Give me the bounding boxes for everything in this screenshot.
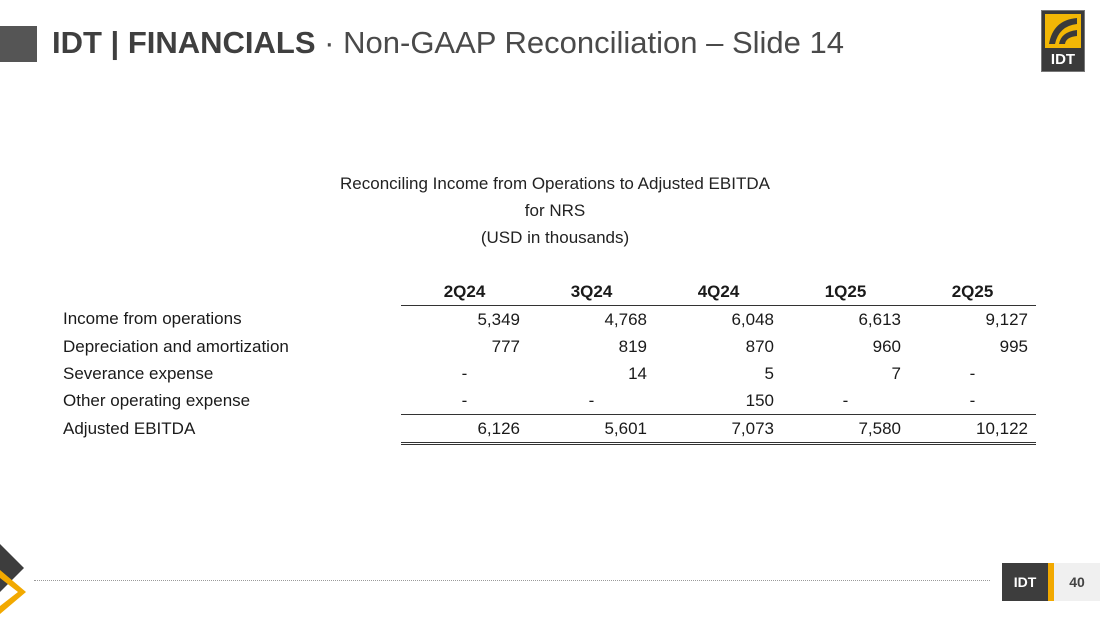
table-cell: 7,073 bbox=[655, 414, 782, 445]
chevron-decoration-icon bbox=[0, 544, 26, 614]
table-cell: 5,601 bbox=[528, 414, 655, 445]
row-label: Depreciation and amortization bbox=[63, 336, 289, 356]
title-section: IDT | FINANCIALS bbox=[52, 25, 316, 60]
table-cell: - bbox=[969, 390, 976, 410]
page-number: 40 bbox=[1054, 563, 1100, 601]
table-cell: - bbox=[588, 390, 595, 410]
column-header: 2Q25 bbox=[909, 278, 1036, 306]
table-subtitle: for NRS bbox=[524, 201, 586, 220]
row-label: Severance expense bbox=[63, 363, 214, 383]
title-accent-bar bbox=[0, 26, 37, 62]
table-cell: 9,127 bbox=[985, 309, 1028, 329]
row-label: Income from operations bbox=[63, 309, 242, 329]
table-cell: 7 bbox=[891, 363, 901, 383]
idt-logo-icon bbox=[1045, 14, 1081, 48]
table-cell: 5 bbox=[764, 363, 774, 383]
table-cell: - bbox=[461, 363, 468, 383]
table-row: Severance expense - 14 5 7 - bbox=[60, 360, 1036, 387]
table-cell: 10,122 bbox=[909, 414, 1036, 445]
footer-accent-bar bbox=[1048, 563, 1054, 601]
footer-brand: IDT bbox=[1002, 563, 1048, 601]
table-cell: 14 bbox=[628, 363, 647, 383]
title-subject: Non-GAAP Reconciliation – Slide 14 bbox=[343, 25, 844, 60]
table-title: Reconciling Income from Operations to Ad… bbox=[340, 174, 770, 193]
row-label: Adjusted EBITDA bbox=[63, 419, 196, 438]
table-cell: - bbox=[969, 363, 976, 383]
table-header-row: 2Q24 3Q24 4Q24 1Q25 2Q25 bbox=[60, 278, 1036, 306]
column-header: 3Q24 bbox=[528, 278, 655, 306]
column-header: 2Q24 bbox=[401, 278, 528, 306]
column-header: 1Q25 bbox=[782, 278, 909, 306]
table-cell: - bbox=[461, 390, 468, 410]
table-row: Income from operations 5,349 4,768 6,048… bbox=[60, 306, 1036, 334]
column-header: 4Q24 bbox=[655, 278, 782, 306]
idt-logo: IDT bbox=[1041, 10, 1085, 72]
table-cell: 4,768 bbox=[604, 309, 647, 329]
table-cell: 777 bbox=[491, 336, 520, 356]
logo-wordmark: IDT bbox=[1050, 51, 1076, 68]
table-units: (USD in thousands) bbox=[480, 228, 630, 247]
reconciliation-table: 2Q24 3Q24 4Q24 1Q25 2Q25 Income from ope… bbox=[60, 278, 1036, 445]
footer-divider bbox=[34, 580, 990, 581]
table-cell: 960 bbox=[872, 336, 901, 356]
table-row: Other operating expense - - 150 - - bbox=[60, 387, 1036, 415]
table-cell: 6,048 bbox=[731, 309, 774, 329]
table-cell: 6,126 bbox=[401, 414, 528, 445]
table-cell: - bbox=[842, 390, 849, 410]
row-label: Other operating expense bbox=[63, 390, 251, 410]
table-cell: 995 bbox=[999, 336, 1028, 356]
table-row: Depreciation and amortization 777 819 87… bbox=[60, 333, 1036, 360]
table-cell: 6,613 bbox=[858, 309, 901, 329]
table-cell: 7,580 bbox=[782, 414, 909, 445]
table-cell: 819 bbox=[618, 336, 647, 356]
title-separator: · bbox=[324, 25, 335, 60]
table-cell: 5,349 bbox=[477, 309, 520, 329]
table-cell: 150 bbox=[745, 390, 774, 410]
table-cell: 870 bbox=[745, 336, 774, 356]
table-total-row: Adjusted EBITDA 6,126 5,601 7,073 7,580 … bbox=[60, 414, 1036, 445]
page-title: IDT | FINANCIALS · Non-GAAP Reconciliati… bbox=[52, 24, 844, 62]
